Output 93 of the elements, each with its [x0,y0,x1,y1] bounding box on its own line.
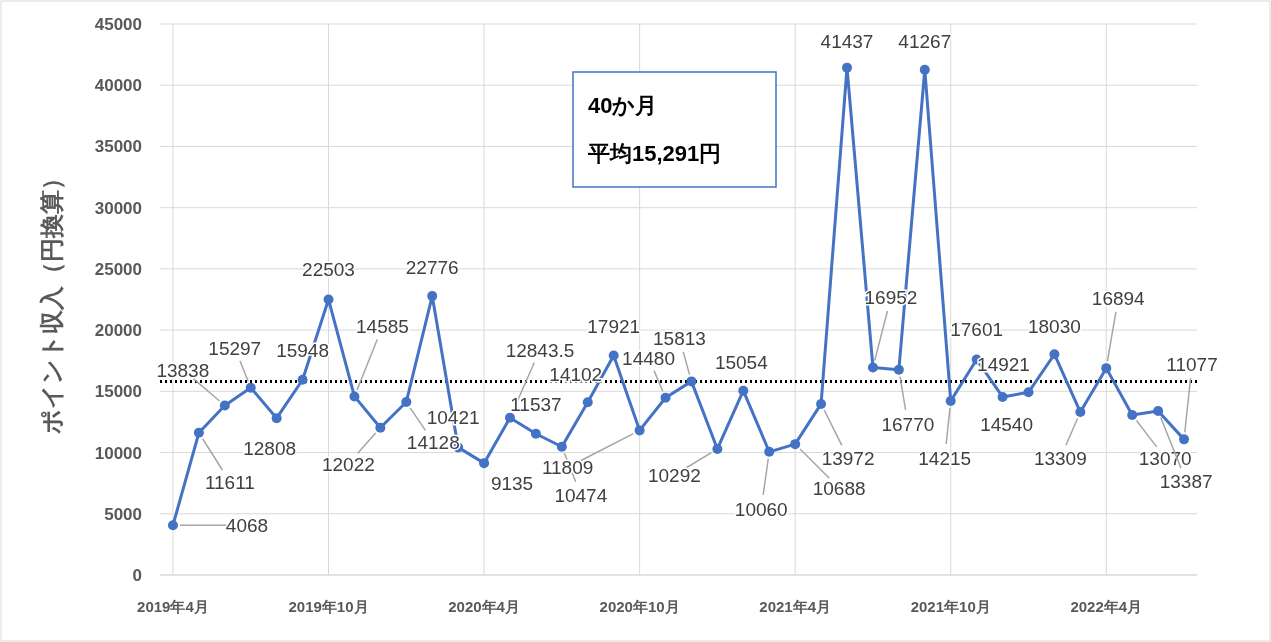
point [375,422,386,433]
point [1049,349,1060,360]
point [712,443,723,454]
y-axis-title: ポイント収入（円換算） [38,165,65,435]
point [660,392,671,403]
annotation: 平均15,291円 [587,141,722,166]
y-tick-label: 15000 [94,382,142,402]
data-label: 11809 [541,457,594,479]
y-tick-label: 0 [132,566,142,585]
point [193,427,204,438]
point [867,362,878,373]
data-label: 10292 [647,464,701,486]
data-label: 17921 [587,315,641,337]
point [401,397,412,408]
data-label: 41437 [820,30,874,52]
annotation: 40か月 [588,93,658,118]
y-tick-label: 20000 [94,321,142,341]
data-label: 15813 [653,328,706,350]
point [1075,407,1086,418]
x-tick-label: 2021年4月 [759,598,832,615]
data-label: 13838 [156,359,210,381]
x-tick-label: 2020年4月 [448,598,520,615]
point [634,425,645,436]
point [479,458,490,469]
data-label: 13972 [821,447,875,469]
y-tick-label: 35000 [94,137,142,157]
point [764,446,775,457]
x-tick-label: 2019年10月 [288,598,369,615]
point [919,64,930,75]
data-label: 14540 [980,413,1033,435]
data-label: 41267 [898,30,952,52]
point [556,441,567,452]
point [997,391,1008,402]
data-label: 14480 [622,347,675,369]
point [219,400,230,411]
point [582,397,593,408]
y-tick-label: 45000 [94,15,142,34]
point [1023,387,1034,398]
point [530,428,541,439]
data-label: 13387 [1159,471,1213,493]
point [504,412,515,423]
data-label: 15297 [208,337,262,359]
x-tick-label: 2019年4月 [137,598,209,615]
point [167,520,178,531]
y-tick-label: 25000 [94,259,142,279]
point [1153,406,1164,417]
point [297,374,308,385]
point [842,62,853,73]
y-tick-label: 5000 [104,504,142,524]
x-tick-label: 2020年10月 [599,598,680,615]
data-label: 17601 [950,319,1004,341]
point [1127,409,1138,420]
data-label: 11537 [510,393,562,415]
data-label: 16770 [881,413,935,435]
data-label: 15054 [714,351,769,373]
data-label: 12843.5 [505,339,575,361]
x-tick-label: 2021年10月 [910,598,991,615]
point [686,376,697,387]
data-label: 10474 [554,484,608,506]
data-label: 14215 [918,447,972,469]
data-label: 4068 [225,515,269,537]
y-tick-label: 10000 [94,443,142,463]
data-label: 11077 [1166,354,1218,376]
point [1101,363,1112,374]
y-tick-label: 30000 [94,198,142,218]
point [608,350,619,361]
data-label: 10060 [734,498,788,520]
point [738,385,749,396]
data-label: 13070 [1138,447,1192,469]
data-label: 14585 [356,316,409,338]
data-label: 13309 [1033,448,1087,470]
data-label: 18030 [1027,316,1081,338]
point [893,364,904,375]
y-tick-label: 40000 [94,76,142,96]
point [1179,434,1190,445]
point [427,291,438,302]
point [816,398,827,409]
data-label: 22776 [405,257,459,279]
point [323,294,334,305]
data-label: 16894 [1091,288,1146,310]
data-label: 11611 [204,471,255,493]
point [945,395,956,406]
data-label: 22503 [302,259,355,281]
data-label: 9135 [490,473,534,495]
data-label: 10688 [812,478,866,500]
data-label: 12808 [243,438,297,460]
data-label: 14102 [549,364,603,386]
point [271,413,282,424]
point [245,382,256,393]
x-tick-label: 2022年4月 [1070,598,1143,615]
point [790,439,801,450]
point [349,391,360,402]
data-label: 12022 [321,453,375,475]
